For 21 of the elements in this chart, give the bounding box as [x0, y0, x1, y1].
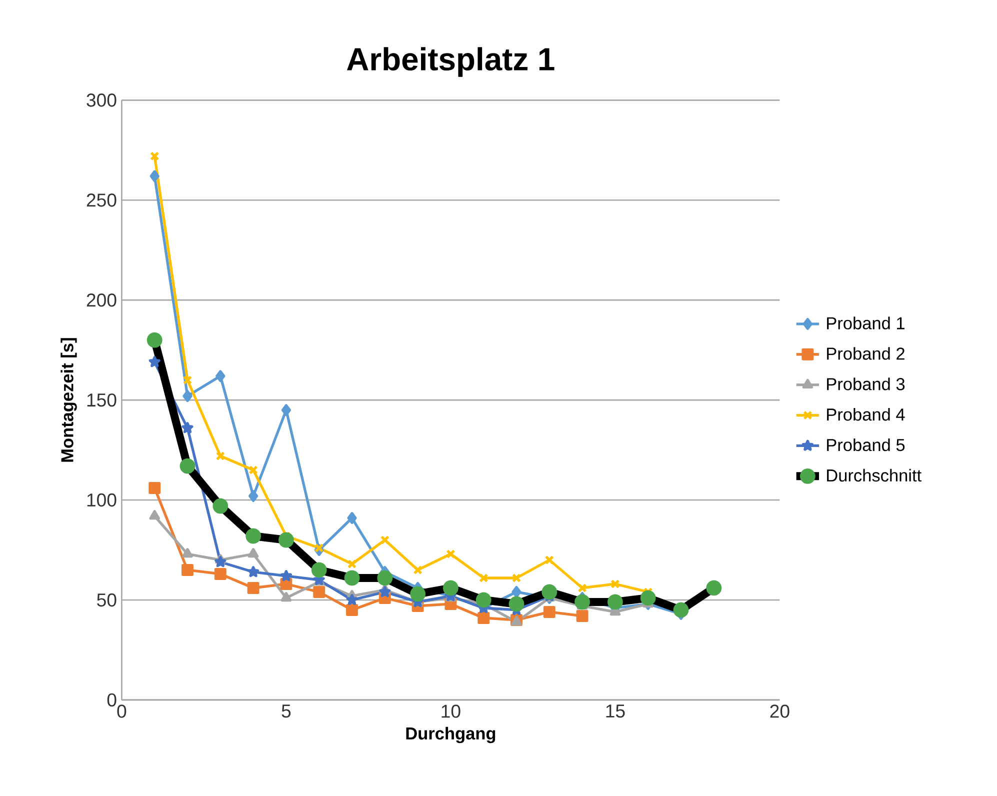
x-tick-label: 20 — [770, 704, 790, 718]
legend-label: Proband 2 — [827, 347, 904, 360]
y-tick-label: 300 — [86, 94, 116, 107]
legend-label: Proband 1 — [827, 316, 904, 330]
x-axis-title: Durchgang — [406, 726, 496, 744]
legend-label: Proband 4 — [827, 408, 905, 421]
y-tick-label: 50 — [97, 593, 116, 607]
legend-label: Durchschnitt — [827, 468, 922, 482]
y-tick-label: 0 — [107, 693, 116, 707]
x-tick-label: 0 — [117, 704, 126, 718]
y-tick-label: 200 — [86, 294, 116, 307]
y-tick-label: 100 — [87, 493, 116, 507]
legend-label: Proband 5 — [827, 438, 905, 452]
legend-label: Proband 3 — [827, 378, 905, 390]
y-tick-label: 250 — [86, 194, 116, 207]
y-axis-title: Montagezeit [s] — [60, 338, 77, 462]
y-tick-label: 150 — [87, 393, 116, 407]
chart-title: Arbeitsplatz 1 — [346, 47, 554, 77]
x-tick-label: 15 — [606, 704, 625, 718]
x-tick-label: 5 — [282, 704, 291, 718]
x-tick-label: 10 — [442, 704, 460, 718]
